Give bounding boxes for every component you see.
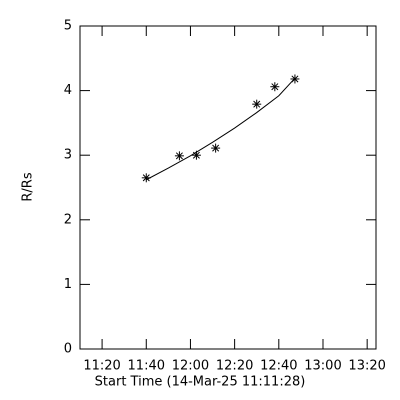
x-tick-label: 12:40 bbox=[260, 359, 297, 374]
x-tick-label: 13:00 bbox=[304, 359, 341, 374]
point-stroke bbox=[212, 144, 220, 152]
point bbox=[270, 82, 280, 92]
x-tick-label: 13:20 bbox=[348, 359, 385, 374]
y-axis-title: R/Rs bbox=[21, 172, 36, 201]
point bbox=[174, 151, 184, 161]
point bbox=[252, 99, 262, 109]
x-tick-label: 12:00 bbox=[172, 359, 209, 374]
x-axis-title: Start Time (14-Mar-25 11:11:28) bbox=[95, 375, 306, 390]
x-tick-label: 12:20 bbox=[216, 359, 253, 374]
y-tick-label: 4 bbox=[64, 83, 72, 98]
y-tick-label: 5 bbox=[64, 19, 72, 34]
point bbox=[211, 143, 221, 153]
x-tick-label: 11:20 bbox=[83, 359, 120, 374]
y-tick-label: 0 bbox=[64, 342, 72, 357]
point-stroke bbox=[271, 83, 279, 91]
plot-frame bbox=[79, 25, 377, 350]
point-stroke bbox=[175, 152, 183, 160]
y-tick-label: 1 bbox=[64, 277, 72, 292]
point-stroke bbox=[192, 151, 200, 159]
point-stroke bbox=[253, 100, 261, 108]
fit-line bbox=[146, 78, 295, 181]
point-stroke bbox=[142, 174, 150, 182]
x-tick-label: 11:40 bbox=[128, 359, 165, 374]
y-tick-label: 3 bbox=[64, 148, 72, 163]
y-tick-label: 2 bbox=[64, 212, 72, 227]
